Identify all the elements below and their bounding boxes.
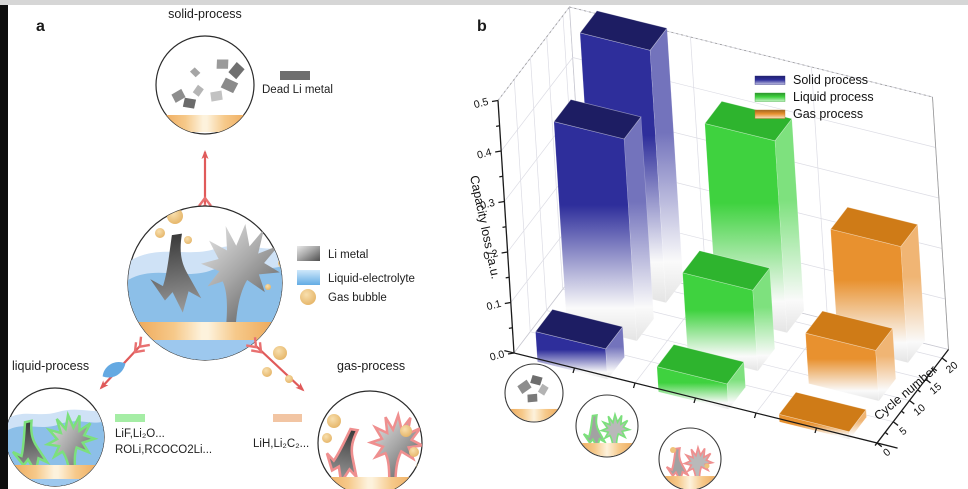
arrow-to-gas [245,337,305,392]
legend-swatch-3 [754,109,786,119]
li-dendrite-large [200,223,280,329]
gas-products-label: LiH,Li₂C₂... [253,438,309,450]
bar-liquid-process-cycle-2 [656,344,746,410]
gas-bubbles [322,414,422,471]
arrow-to-solid [198,150,212,214]
bars [534,10,926,440]
z-tick-label: 0.1 [485,298,502,313]
panel-a-schematic: solid-process Dead Li metal [8,7,423,489]
legend-label-3: Gas process [793,107,863,121]
electrode-band [128,322,282,340]
cycle-tick-label: 5 [897,425,909,438]
z-axis-title: Capacity loss / a.u. [468,174,503,280]
box-edges [497,6,949,350]
top-border-strip [0,0,968,5]
dead-li-swatch [280,71,310,80]
gas-product-swatch [273,414,302,422]
li-metal-label: Li metal [328,249,368,261]
solid-process-title: solid-process [168,7,242,21]
gas-bubble-label: Gas bubble [328,292,387,304]
bar-gas-process-cycle-11 [804,310,897,402]
legend-swatch-1 [754,75,786,85]
li-dendrite-small [150,233,202,313]
solid-process-circle [155,35,255,135]
gas-process-circle [317,390,423,489]
dead-li-label: Dead Li metal [262,84,333,96]
gas-process-title: gas-process [337,359,405,373]
liquid-electrolyte-label: Liquid-electrolyte [328,273,415,285]
bar-solid-process-cycle-11 [553,99,655,342]
bar-liquid-process-cycle-11 [681,250,776,372]
z-tick-label: 0.0 [489,348,506,363]
panel-b-label: b [477,18,487,35]
li-metal-swatch [297,246,320,261]
axis-icon-solid-process [504,363,564,423]
chart-legend: Solid process Liquid process Gas process [754,73,874,121]
liquid-products-line1: LiF,Li₂O... [115,428,165,440]
z-tick-label: 0.4 [476,146,493,161]
electrode-band [156,115,254,132]
legend-label-2: Liquid process [793,90,874,104]
liquid-process-circle [8,387,105,487]
corroded-dendrite-large [366,410,422,485]
liquid-process-title: liquid-process [12,359,89,373]
bar-solid-process-cycle-2 [534,309,625,380]
sei-dendrite-large [43,410,99,480]
arrow-to-liquid [99,336,151,390]
liquid-product-swatch [115,414,145,422]
z-tick-label: 0.3 [479,197,496,212]
z-tick-label: 0.2 [482,247,499,262]
axis-icon-gas-process [658,427,722,489]
liquid-electrolyte-swatch [297,270,320,285]
axis-icon-liquid-process [575,394,639,458]
legend-label-1: Solid process [793,73,868,87]
axes [491,99,950,449]
panel-a-label: a [36,18,45,35]
z-tick-label: 0.5 [473,96,490,111]
escaping-bubbles [262,346,293,383]
scan-edge-strip [0,0,8,489]
electrolyte-splash [102,361,126,378]
dead-li-fragments [171,59,245,109]
material-legend: Li metal Liquid-electrolyte Gas bubble [297,246,415,305]
cycle-tick-label: 0 [881,446,893,459]
liquid-products-line2: ROLi,RCOCO2Li... [115,444,212,456]
legend-swatch-2 [754,92,786,102]
electrolyte-circle [127,205,283,361]
gas-bubble-swatch [300,289,316,305]
